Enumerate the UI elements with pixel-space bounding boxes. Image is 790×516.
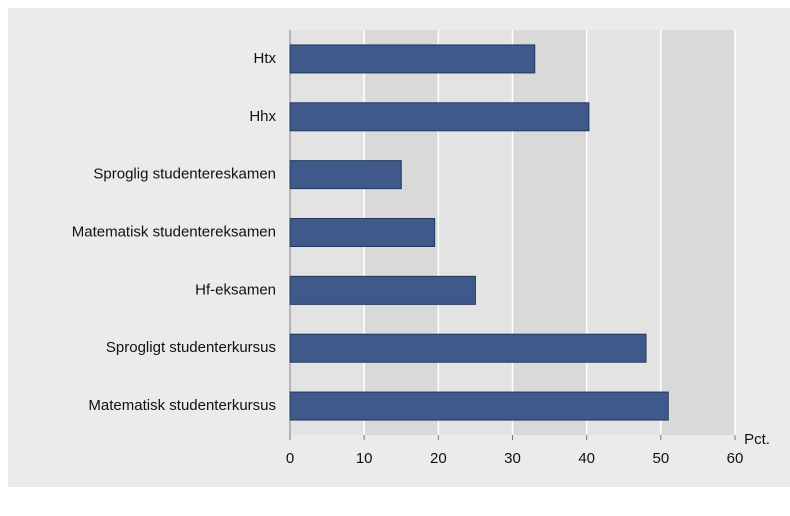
bar <box>289 275 476 305</box>
y-tick-label: Htx <box>254 50 277 67</box>
y-tick-label: Sprogligt studenterkursus <box>106 339 276 356</box>
plot-band <box>586 30 661 435</box>
x-tick-label: 50 <box>652 450 669 467</box>
x-tick-label: 0 <box>286 450 294 467</box>
bar <box>289 102 590 132</box>
bar <box>289 44 536 74</box>
bar <box>289 391 669 421</box>
plot-band <box>512 30 587 435</box>
x-tick-label: 60 <box>727 450 744 467</box>
y-tick-label: Matematisk studentereksamen <box>72 223 276 240</box>
bar <box>289 333 647 363</box>
x-tick-label: 30 <box>504 450 521 467</box>
x-axis-label: Pct. <box>744 431 770 448</box>
bar <box>289 218 436 247</box>
y-tick-label: Matematisk studenterkursus <box>88 397 276 414</box>
x-tick-label: 40 <box>578 450 595 467</box>
y-tick-label: Hf-eksamen <box>195 281 276 298</box>
y-tick-label: Sproglig studentereskamen <box>93 166 276 183</box>
x-tick-label: 20 <box>430 450 447 467</box>
plot-band <box>438 30 513 435</box>
plot-band <box>660 30 735 435</box>
x-tick-label: 10 <box>356 450 373 467</box>
y-tick-label: Hhx <box>249 108 276 125</box>
bar <box>289 160 402 190</box>
